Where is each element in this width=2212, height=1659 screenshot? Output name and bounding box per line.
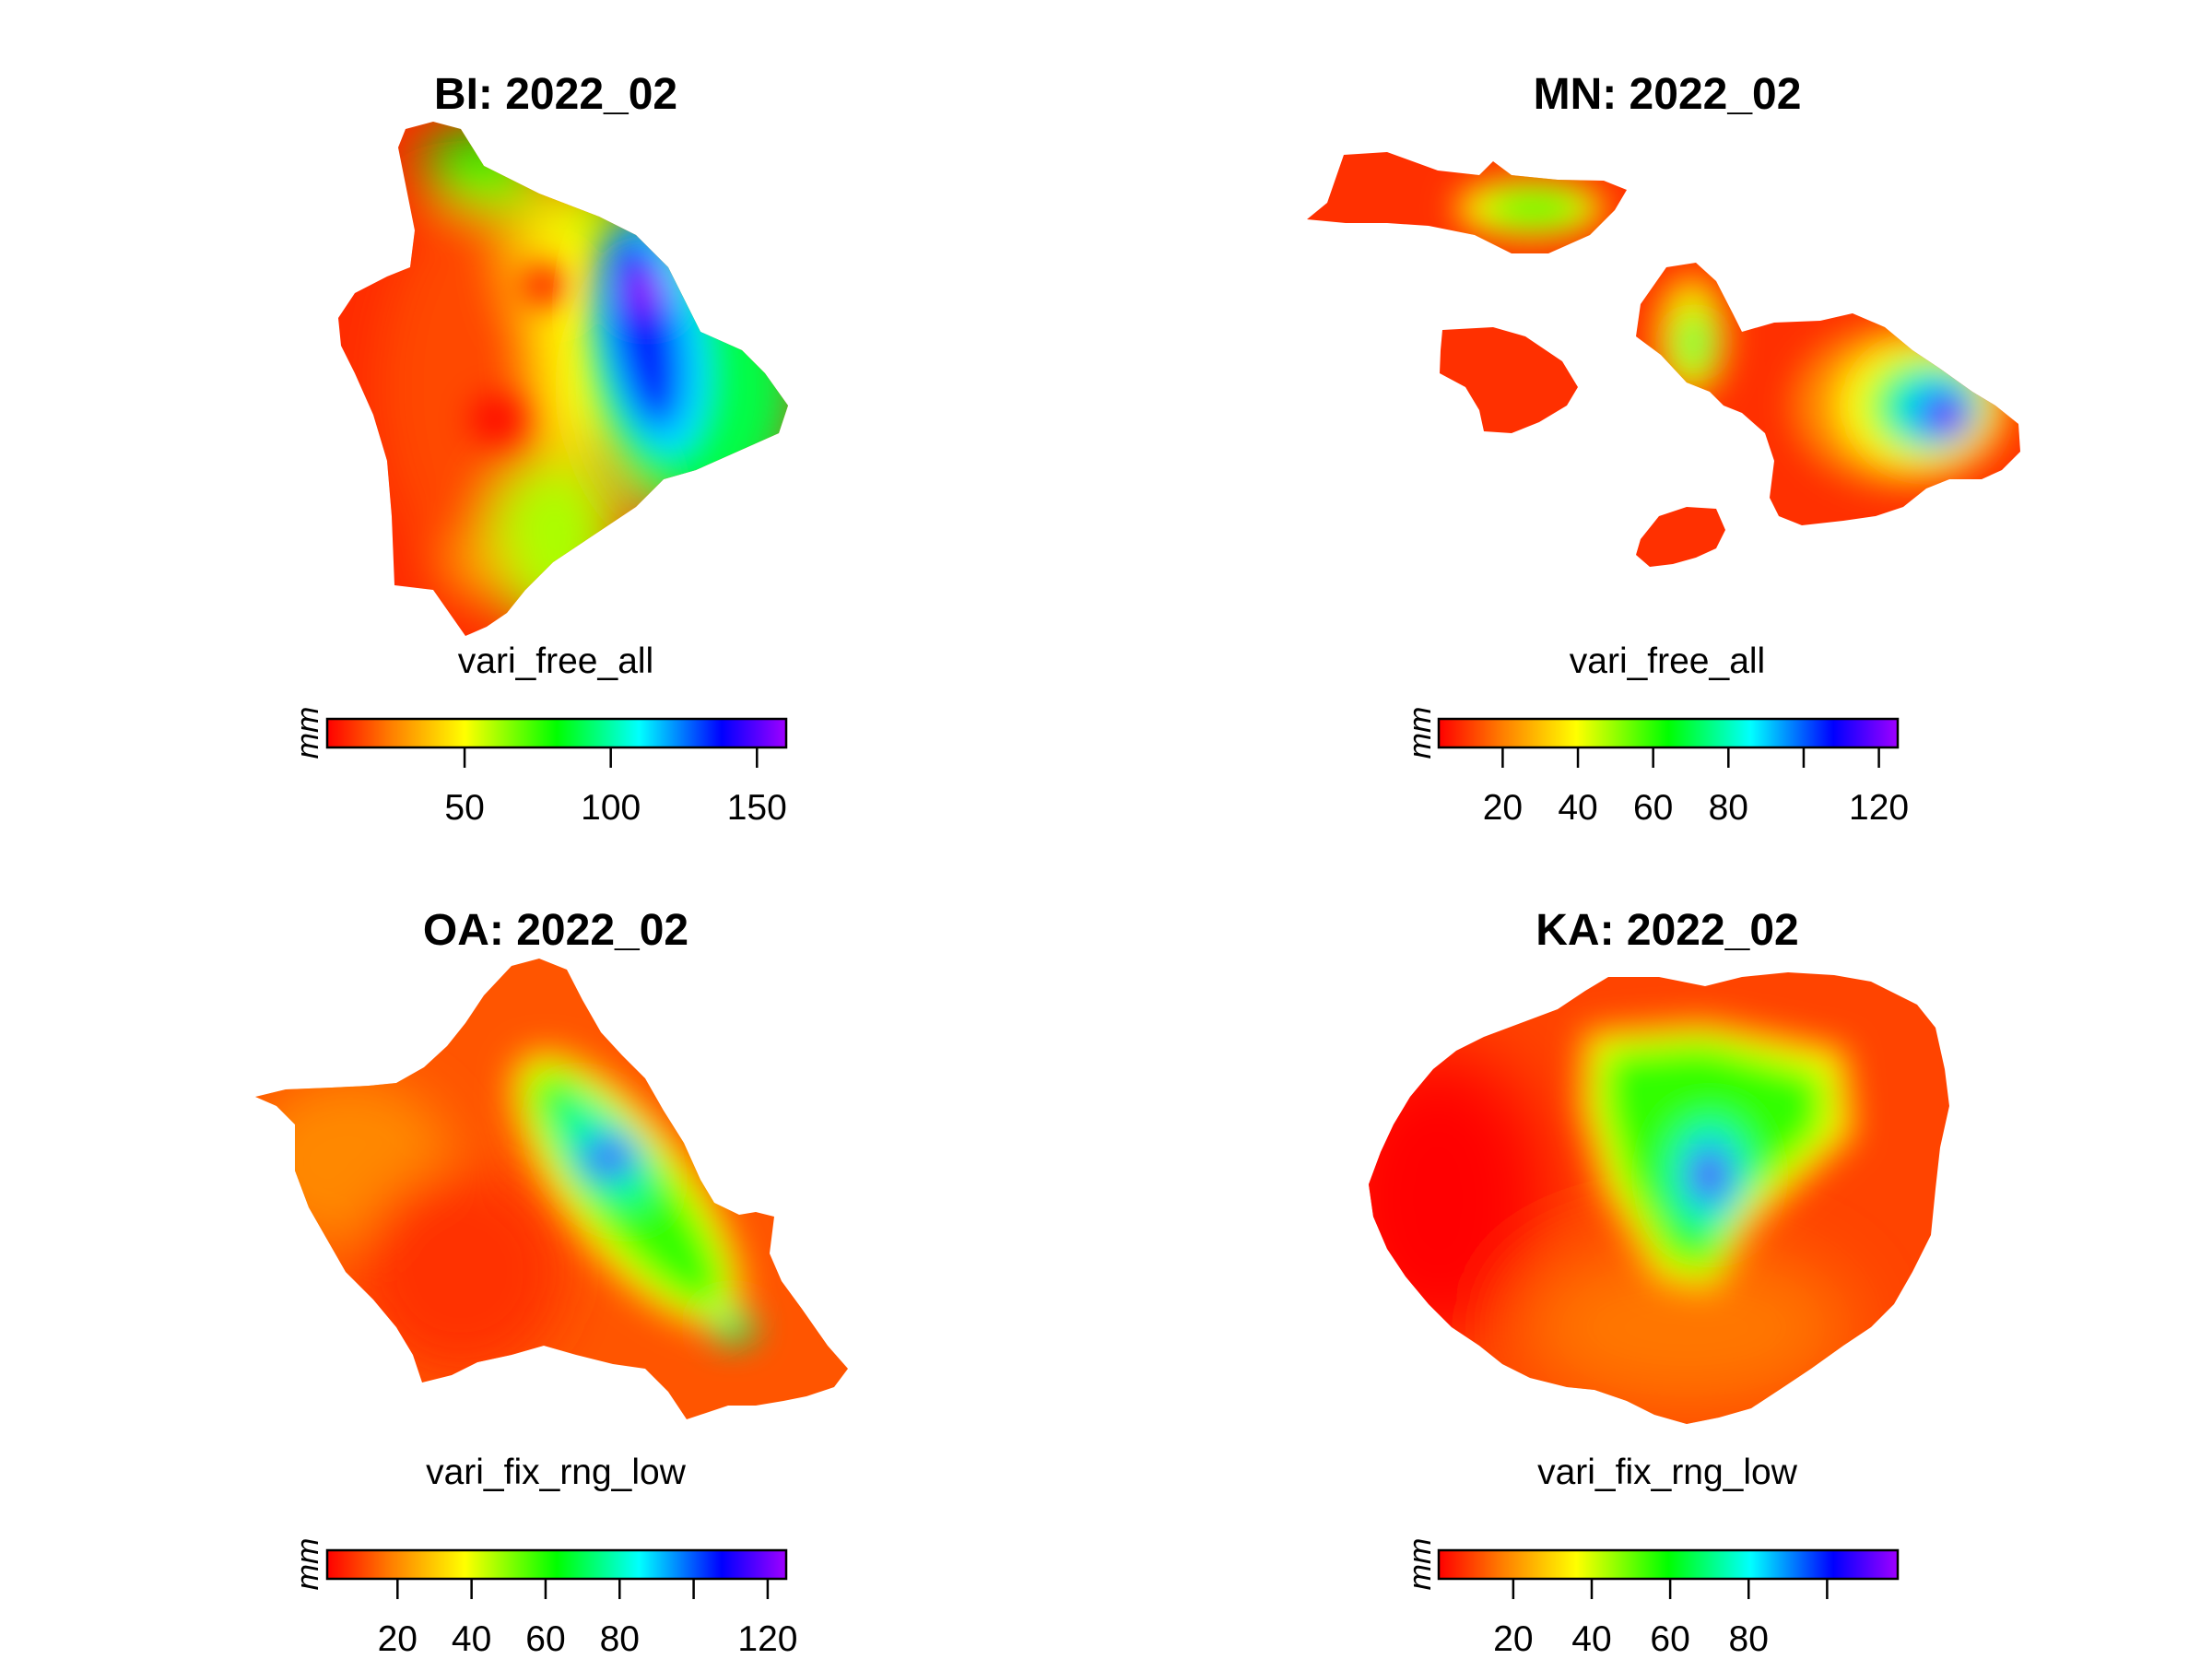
panel-ka: KA: 2022_02 vari_fix_rng_low mm 20 40 60 80	[1369, 906, 1949, 1659]
colorbar-tick-label: 60	[525, 1619, 565, 1659]
colorbar-tick-label: 120	[1849, 788, 1909, 828]
colorbar-tick-label: 40	[452, 1619, 491, 1659]
island-raster-mn	[1307, 152, 2020, 567]
panel-title: KA: 2022_02	[1535, 906, 1799, 955]
colorbar-tick-label: 20	[378, 1619, 418, 1659]
colorbar-tick-label: 80	[1709, 788, 1748, 828]
legend-oa: mm 20 40 60 80 120	[290, 1538, 797, 1659]
unit-label: mm	[290, 1538, 325, 1591]
color-bar	[325, 1548, 788, 1581]
panel-bi: BI: 2022_02 vari_free_all	[290, 70, 788, 828]
colorbar-tick-label: 120	[737, 1619, 797, 1659]
island-raster-ka	[1369, 972, 1949, 1424]
unit-label: mm	[290, 707, 325, 759]
colorbar-tick-label: 20	[1493, 1619, 1533, 1659]
color-bar	[325, 717, 788, 749]
colorbar-tick-label: 40	[1571, 1619, 1611, 1659]
color-bar	[1437, 717, 1900, 749]
panel-oa: OA: 2022_02 vari_fix_rng_low mm 20 40 60 80…	[255, 906, 848, 1659]
legend-mn: mm 20 40 60 80 120	[1403, 707, 1909, 828]
colorbar-tick-label: 60	[1633, 788, 1673, 828]
island-raster-oa	[255, 959, 848, 1419]
colorbar-tick-label: 150	[727, 788, 787, 828]
method-label: vari_free_all	[1570, 641, 1765, 681]
colorbar-tick-label: 100	[581, 788, 641, 828]
panel-title: OA: 2022_02	[423, 906, 688, 955]
unit-label: mm	[1403, 1538, 1438, 1591]
colorbar-tick-label: 50	[444, 788, 484, 828]
colorbar-tick-label: 60	[1650, 1619, 1689, 1659]
method-label: vari_fix_rng_low	[1537, 1453, 1798, 1492]
colorbar-tick-label: 80	[600, 1619, 640, 1659]
colorbar-tick-label: 40	[1558, 788, 1597, 828]
legend-bi: mm 50 100 150	[290, 707, 788, 828]
island-raster-bi	[338, 122, 788, 636]
legend-ka: mm 20 40 60 80	[1403, 1538, 1900, 1659]
colorbar-tick-label: 20	[1483, 788, 1523, 828]
panel-title: BI: 2022_02	[434, 70, 677, 119]
colorbar-tick-label: 80	[1729, 1619, 1769, 1659]
panel-mn: MN: 2022_02 vari_free_all mm 20 40 60 80 120	[1307, 70, 2020, 828]
method-label: vari_fix_rng_low	[426, 1453, 687, 1492]
unit-label: mm	[1403, 707, 1438, 759]
color-bar	[1437, 1548, 1900, 1581]
panel-title: MN: 2022_02	[1534, 70, 1802, 119]
method-label: vari_free_all	[458, 641, 653, 681]
